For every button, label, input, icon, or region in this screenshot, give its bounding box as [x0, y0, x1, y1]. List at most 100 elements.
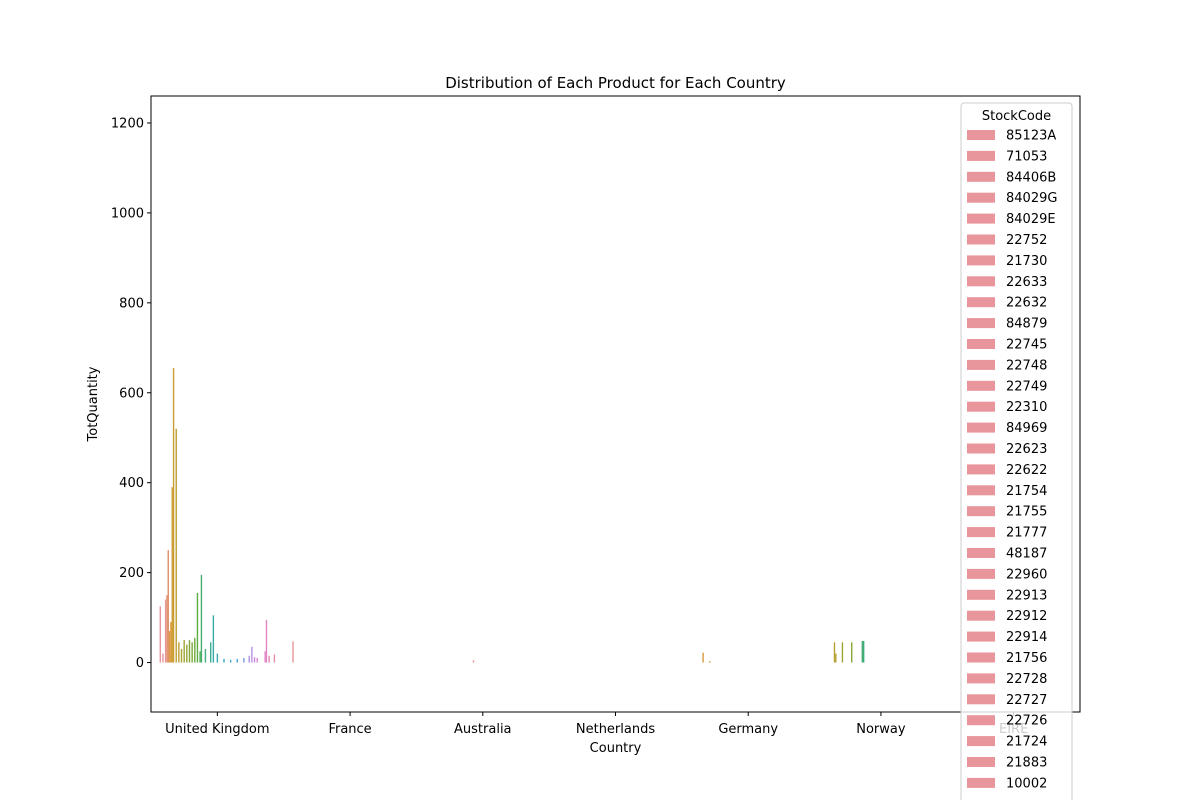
legend-swatch: [967, 694, 995, 705]
legend-swatch: [967, 380, 995, 391]
legend-entry: 21754: [1006, 484, 1047, 499]
bar: [196, 592, 199, 663]
x-tick-label: Norway: [856, 722, 906, 737]
legend-swatch: [967, 652, 995, 663]
x-tick-label: Germany: [718, 722, 778, 737]
legend-swatch: [967, 777, 995, 788]
bars-layer: [159, 368, 865, 663]
y-tick-label: 0: [136, 656, 144, 671]
legend-swatch: [967, 464, 995, 475]
legend-swatch: [967, 130, 995, 140]
legend: StockCode 85123A 71053 84406B 84029G 84029E 2…: [960, 102, 1073, 800]
legend-title: StockCode: [982, 109, 1051, 124]
bar: [268, 655, 270, 663]
bar: [168, 631, 171, 663]
x-tick-label: Netherlands: [576, 722, 655, 737]
bar: [167, 550, 169, 663]
bar: [178, 642, 180, 663]
bar: [223, 658, 225, 663]
bar: [200, 574, 203, 663]
legend-entry: 22623: [1006, 442, 1047, 457]
bar: [229, 659, 232, 663]
legend-swatch: [967, 234, 995, 245]
legend-entry: 22752: [1006, 233, 1047, 248]
legend-entry: 10002: [1006, 776, 1047, 791]
bar: [273, 654, 276, 663]
legend-entry: 22912: [1006, 609, 1047, 624]
legend-entry: 22913: [1006, 588, 1047, 603]
legend-swatch: [967, 443, 995, 454]
y-axis-label: TotQuantity: [86, 366, 101, 442]
legend-swatch: [967, 359, 995, 370]
bar: [243, 658, 245, 663]
legend-swatch: [967, 276, 995, 287]
legend-entry: 22748: [1006, 358, 1047, 373]
bar: [180, 649, 183, 663]
bar: [210, 642, 212, 663]
bar: [702, 652, 704, 663]
legend-entry: 84879: [1006, 317, 1047, 332]
bar: [264, 651, 266, 663]
bar: [256, 658, 258, 663]
legend-entry: 84029E: [1006, 212, 1056, 227]
legend-swatch: [967, 401, 995, 412]
bar: [188, 640, 191, 663]
legend-entry: 84029G: [1006, 191, 1057, 206]
bar: [162, 653, 164, 663]
legend-items: 85123A 71053 84406B 84029G 84029E 22752 21730 2…: [967, 129, 1057, 791]
legend-swatch: [967, 318, 995, 329]
y-tick-label: 1000: [111, 206, 144, 221]
legend-entry: 84406B: [1006, 170, 1056, 185]
y-tick-label: 1200: [111, 116, 144, 131]
bar: [236, 658, 238, 663]
bar: [186, 644, 188, 663]
legend-swatch: [967, 297, 995, 308]
axes-frame: [150, 95, 1081, 713]
bar: [159, 606, 161, 663]
y-tick-label: 800: [119, 296, 144, 311]
legend-swatch: [967, 150, 995, 161]
legend-swatch: [967, 736, 995, 747]
legend-entry: 22727: [1006, 693, 1047, 708]
bar: [292, 641, 294, 663]
bar: [709, 661, 711, 663]
legend-entry: 22749: [1006, 379, 1047, 394]
legend-swatch: [967, 715, 995, 726]
legend-entry: 21755: [1006, 505, 1047, 520]
y-tick-label: 400: [119, 476, 144, 491]
x-tick-label: United Kingdom: [165, 722, 269, 737]
legend-swatch: [967, 339, 995, 349]
legend-entry: 22632: [1006, 296, 1047, 311]
bar: [172, 368, 175, 663]
bar: [204, 649, 207, 663]
bar: [265, 619, 268, 663]
legend-swatch: [967, 255, 995, 266]
legend-entry: 21756: [1006, 651, 1047, 666]
bar: [248, 655, 250, 663]
x-tick-label: Australia: [454, 722, 512, 737]
bar: [199, 651, 201, 663]
legend-swatch: [967, 610, 995, 621]
bar: [861, 640, 864, 663]
legend-swatch: [967, 171, 995, 182]
bar: [212, 615, 215, 663]
bar: [170, 622, 172, 663]
legend-entry: 22914: [1006, 630, 1047, 645]
legend-swatch: [967, 506, 995, 517]
x-axis: United Kingdom France Australia Netherlands…: [165, 712, 1028, 737]
legend-swatch: [967, 422, 995, 433]
bar: [166, 595, 168, 663]
legend-swatch: [967, 213, 995, 224]
chart-title: Distribution of Each Product for Each Co…: [445, 74, 786, 92]
bar: [833, 642, 836, 663]
x-axis-label: Country: [590, 741, 642, 756]
legend-swatch: [967, 192, 995, 203]
bar: [216, 653, 219, 663]
legend-entry: 22310: [1006, 400, 1047, 415]
bar: [835, 653, 837, 663]
legend-entry: 84969: [1006, 421, 1047, 436]
legend-entry: 21730: [1006, 254, 1047, 269]
bar: [194, 637, 196, 663]
legend-entry: 22745: [1006, 338, 1047, 353]
